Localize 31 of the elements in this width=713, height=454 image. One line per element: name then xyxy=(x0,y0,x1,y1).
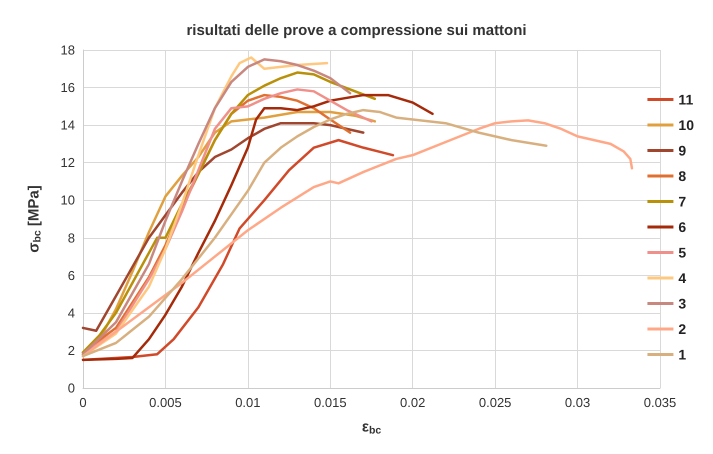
x-tick-label: 0.02 xyxy=(400,395,426,410)
y-tick-label: 4 xyxy=(68,305,75,320)
y-tick-label: 0 xyxy=(68,380,75,396)
y-tick-label: 6 xyxy=(68,268,75,283)
legend-label: 10 xyxy=(678,117,694,133)
y-tick-label: 14 xyxy=(60,118,75,133)
x-tick-label: 0.005 xyxy=(149,395,182,410)
legend-label: 9 xyxy=(678,142,686,158)
legend-label: 2 xyxy=(678,321,686,337)
x-tick-label: 0.025 xyxy=(478,395,512,410)
y-tick-label: 10 xyxy=(60,192,75,208)
y-tick-label: 2 xyxy=(68,342,75,358)
legend-label: 6 xyxy=(678,219,686,235)
legend-label: 7 xyxy=(678,194,686,210)
legend-label: 3 xyxy=(678,296,686,312)
x-tick-label: 0.03 xyxy=(564,395,590,410)
y-tick-label: 12 xyxy=(60,155,75,170)
y-tick-label: 18 xyxy=(60,42,75,58)
chart-title: risultati delle prove a compressione sui mattoni xyxy=(186,22,527,39)
y-tick-label: 16 xyxy=(60,80,75,96)
legend-label: 8 xyxy=(678,168,686,184)
x-tick-label: 0 xyxy=(79,395,87,410)
legend-label: 4 xyxy=(678,270,686,286)
legend-label: 11 xyxy=(678,92,694,108)
x-tick-label: 0.01 xyxy=(235,395,261,410)
x-tick-label: 0.015 xyxy=(314,395,347,410)
x-tick-label: 0.035 xyxy=(644,395,676,410)
legend-label: 5 xyxy=(678,244,686,260)
legend-label: 1 xyxy=(678,346,686,362)
y-axis-title: σbc [MPa] xyxy=(26,185,44,253)
y-tick-label: 8 xyxy=(68,230,75,246)
